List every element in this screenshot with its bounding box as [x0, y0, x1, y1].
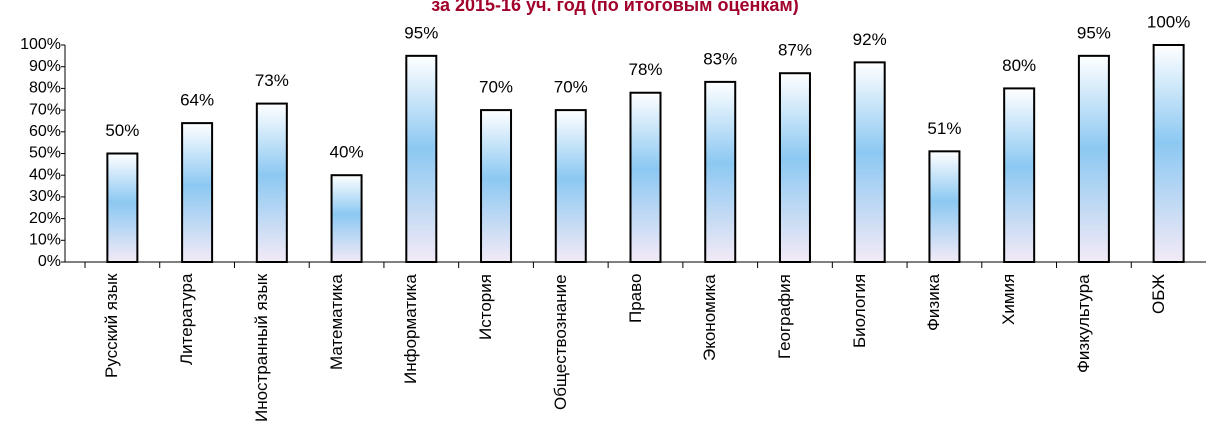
x-tick-label: Иностранный язык	[251, 274, 271, 423]
x-tick-label: ОБЖ	[1148, 274, 1168, 315]
x-tick-label: Биология	[849, 274, 869, 349]
y-tick-label: 0%	[38, 253, 61, 270]
bar	[928, 150, 961, 263]
value-label: 40%	[330, 143, 364, 162]
y-tick-label: 50%	[29, 145, 61, 162]
bar	[778, 72, 811, 263]
x-tick-label: Обществознание	[550, 274, 570, 410]
y-tick-label: 60%	[29, 123, 61, 140]
value-label: 100%	[1147, 12, 1190, 31]
y-tick-label: 40%	[29, 166, 61, 183]
value-label: 73%	[255, 71, 289, 90]
value-label: 87%	[778, 41, 812, 60]
bar	[330, 174, 363, 263]
y-tick-label: 30%	[29, 188, 61, 205]
bar	[181, 122, 214, 264]
x-tick-label: Экономика	[700, 274, 720, 361]
x-tick-label: Право	[625, 274, 645, 324]
y-tick-label: 10%	[29, 232, 61, 249]
value-label: 78%	[628, 60, 662, 79]
bar	[106, 152, 139, 263]
value-label: 50%	[105, 121, 139, 140]
value-label: 95%	[1077, 23, 1111, 42]
bar	[1077, 54, 1110, 263]
bar	[704, 80, 737, 263]
x-tick-label: Литература	[177, 274, 197, 366]
x-tick-label: Русский язык	[102, 274, 122, 379]
y-tick-label: 20%	[29, 210, 61, 227]
bar	[405, 54, 438, 263]
bar	[853, 61, 886, 263]
x-tick-label: Физика	[924, 274, 944, 331]
x-tick-label: История	[476, 274, 496, 340]
value-label: 83%	[703, 49, 737, 68]
x-tick-label: Физкультура	[1073, 274, 1093, 373]
x-tick-label: Химия	[999, 274, 1019, 326]
chart-title: за 2015-16 уч. год (по итоговым оценкам)	[431, 0, 798, 15]
value-label: 92%	[853, 30, 887, 49]
value-label: 95%	[404, 23, 438, 42]
x-tick-label: География	[774, 274, 794, 359]
bar	[1003, 87, 1036, 264]
x-tick-label: Информатика	[401, 274, 421, 384]
value-label: 51%	[927, 119, 961, 138]
x-tick-label: Математика	[326, 274, 346, 370]
y-tick-label: 70%	[29, 101, 61, 118]
y-tick-label: 90%	[29, 58, 61, 75]
bar	[480, 109, 513, 263]
y-tick-label: 100%	[20, 36, 61, 53]
y-tick-label: 80%	[29, 80, 61, 97]
value-label: 70%	[479, 78, 513, 97]
bar	[255, 102, 288, 263]
bar	[1152, 44, 1185, 263]
value-label: 70%	[554, 78, 588, 97]
bar	[629, 91, 662, 263]
bar	[554, 109, 587, 263]
value-label: 80%	[1002, 56, 1036, 75]
value-label: 64%	[180, 91, 214, 110]
